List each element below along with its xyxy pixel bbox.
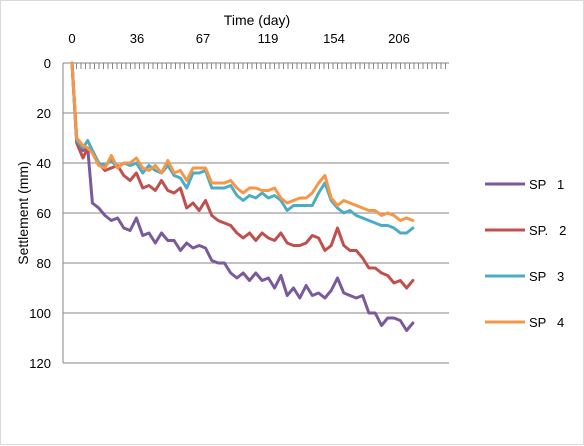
y-axis-title: Settlement (mm) [15, 161, 31, 264]
x-tick-label: 119 [258, 31, 279, 46]
legend-label: SP 1 [529, 177, 564, 192]
y-axis-tick-labels: 0 20 40 60 80 100 120 [29, 56, 51, 371]
legend-label: SP 4 [529, 315, 564, 330]
y-tick-label: 20 [37, 106, 51, 121]
series-line [70, 61, 415, 332]
y-tick-label: 120 [29, 356, 51, 371]
x-tick-label: 206 [388, 31, 410, 46]
legend-label: SP. 2 [529, 223, 566, 238]
y-tick-label: 40 [37, 156, 51, 171]
x-axis-tick-labels: 0 36 67 119 154 206 [68, 31, 409, 46]
y-tick-label: 100 [29, 306, 51, 321]
x-axis-title: Time (day) [224, 12, 290, 28]
x-tick-label: 36 [130, 31, 144, 46]
legend: SP 1 SP. 2 SP 3 SP 4 [485, 177, 566, 330]
series-line [70, 61, 415, 222]
y-tick-label: 80 [37, 256, 51, 271]
x-tick-label: 0 [68, 31, 75, 46]
series-line [70, 61, 415, 290]
x-axis-minor-ticks [71, 63, 446, 69]
legend-label: SP 3 [529, 269, 564, 284]
x-tick-label: 154 [323, 31, 345, 46]
data-series [70, 61, 415, 332]
x-tick-label: 67 [196, 31, 210, 46]
y-tick-label: 0 [44, 56, 51, 71]
y-tick-label: 60 [37, 206, 51, 221]
